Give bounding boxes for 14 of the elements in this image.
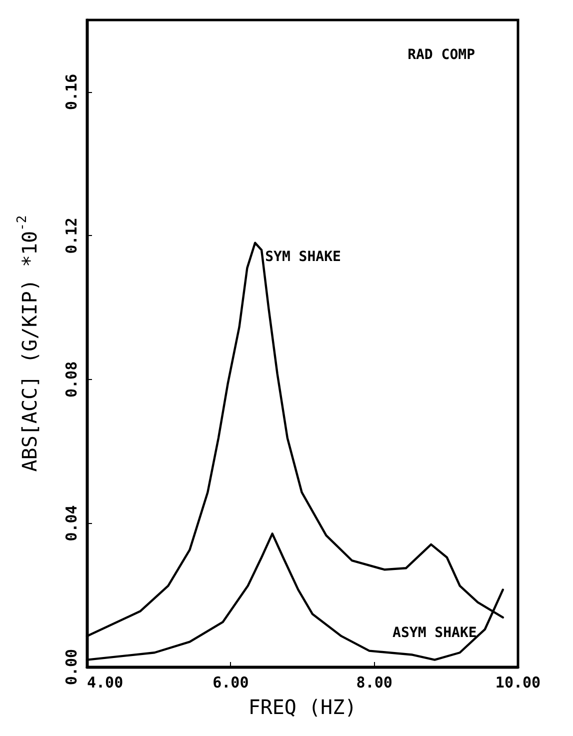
annotation: RAD COMP xyxy=(408,47,476,63)
series-label: SYM SHAKE xyxy=(265,248,341,265)
y-axis-title: ABS[ACC] (G/KIP) *10-2 xyxy=(15,215,42,472)
x-tick-label: 6.00 xyxy=(212,674,249,692)
y-tick-label: 0.16 xyxy=(62,74,80,110)
x-axis-title: FREQ (HZ) xyxy=(248,695,357,719)
y-tick-label: 0.04 xyxy=(62,505,80,542)
y-tick-label: 0.08 xyxy=(62,361,80,398)
y-tick-label: 0.00 xyxy=(62,648,80,686)
series-label: ASYM SHAKE xyxy=(392,624,477,641)
x-tick-label: 4.00 xyxy=(87,674,124,692)
x-tick-label: 8.00 xyxy=(356,674,392,692)
x-tick-label: 10.00 xyxy=(495,674,541,692)
y-tick-label: 0.12 xyxy=(62,218,80,254)
